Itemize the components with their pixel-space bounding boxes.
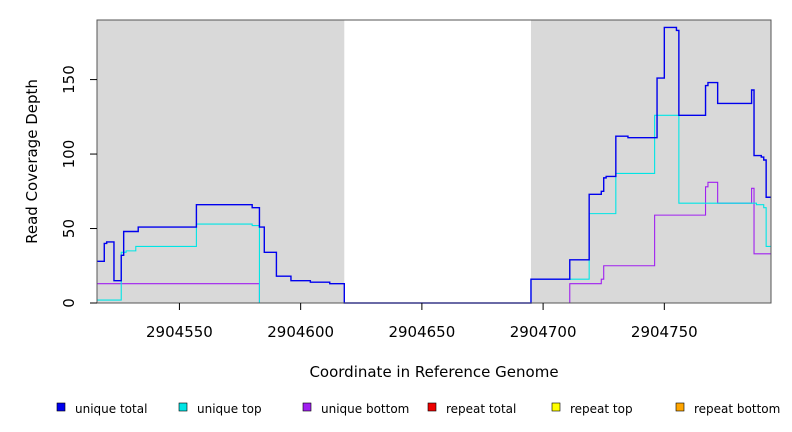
shaded-region-1	[97, 20, 345, 303]
legend-item-repeat-top: repeat top	[551, 402, 633, 416]
legend-swatch	[675, 402, 685, 412]
legend-item-unique-top: unique top	[178, 402, 262, 416]
legend-swatch	[56, 402, 66, 412]
y-tick-label: 50	[60, 219, 78, 238]
legend-label: repeat total	[446, 402, 516, 416]
legend-label: repeat top	[570, 402, 633, 416]
x-tick-label: 2904650	[388, 323, 455, 341]
legend-swatch	[178, 402, 188, 412]
shaded-regions	[97, 20, 771, 303]
y-tick-label: 150	[60, 65, 78, 94]
legend-label: unique top	[197, 402, 262, 416]
shaded-region-2	[530, 20, 771, 303]
x-tick-label: 2904750	[631, 323, 698, 341]
legend-swatch	[427, 402, 437, 412]
series-line-unique-total	[97, 26, 771, 304]
legend-item-repeat-bottom: repeat bottom	[675, 402, 780, 416]
plot-frame	[96, 19, 772, 304]
legend-swatch	[302, 402, 312, 412]
y-axis-title: Read Coverage Depth	[23, 79, 41, 244]
legend-label: unique total	[75, 402, 147, 416]
x-tick-label: 2904550	[146, 323, 213, 341]
series-line-unique-bottom	[97, 181, 771, 304]
legend-swatch	[551, 402, 561, 412]
y-axis: 0 50 100 150	[60, 65, 97, 308]
x-tick-label: 2904600	[267, 323, 334, 341]
legend-label: repeat bottom	[694, 402, 780, 416]
legend-item-repeat-total: repeat total	[427, 402, 516, 416]
legend: unique total unique top unique bottom repea…	[56, 402, 780, 416]
y-tick-label: 0	[60, 298, 78, 308]
legend-item-unique-total: unique total	[56, 402, 147, 416]
legend-label: unique bottom	[321, 402, 409, 416]
x-tick-label: 2904700	[510, 323, 577, 341]
y-tick-label: 100	[60, 140, 78, 169]
x-axis-title: Coordinate in Reference Genome	[309, 363, 558, 381]
x-axis: 2904550 2904600 2904650 2904700 2904750	[146, 303, 698, 341]
legend-item-unique-bottom: unique bottom	[302, 402, 409, 416]
